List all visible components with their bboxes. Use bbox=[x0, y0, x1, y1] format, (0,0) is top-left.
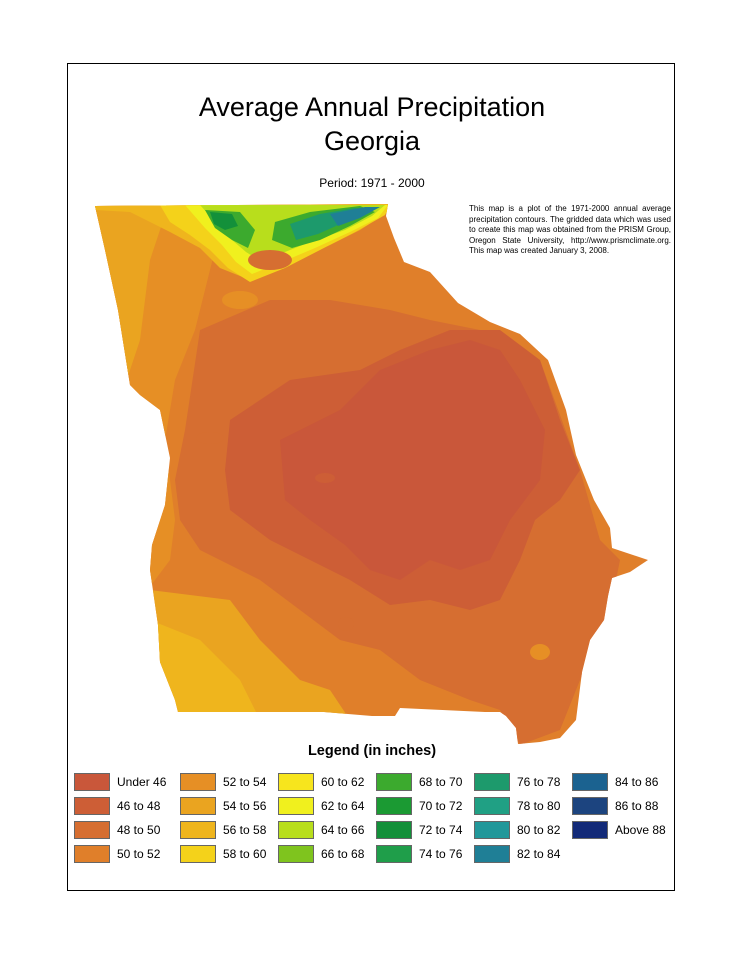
legend-swatch bbox=[278, 845, 314, 863]
legend-swatch bbox=[180, 821, 216, 839]
legend-label: Under 46 bbox=[117, 775, 167, 789]
legend-item: 52 to 54 bbox=[180, 772, 266, 792]
legend-label: 50 to 52 bbox=[117, 847, 161, 861]
legend-swatch bbox=[376, 797, 412, 815]
legend-swatch bbox=[474, 773, 510, 791]
legend-swatch bbox=[180, 797, 216, 815]
zone-56-to-58-southwest bbox=[150, 620, 260, 720]
legend-item: 70 to 72 bbox=[376, 796, 462, 816]
legend-item: 74 to 76 bbox=[376, 844, 462, 864]
legend-swatch bbox=[572, 821, 608, 839]
contour-spot-6 bbox=[338, 617, 354, 631]
legend-label: 82 to 84 bbox=[517, 847, 561, 861]
zone-under-46 bbox=[280, 340, 545, 580]
legend-label: 60 to 62 bbox=[321, 775, 365, 789]
legend-item: 58 to 60 bbox=[180, 844, 266, 864]
title-line-1: Average Annual Precipitation bbox=[198, 92, 546, 122]
legend-label: 72 to 74 bbox=[419, 823, 463, 837]
legend-label: 80 to 82 bbox=[517, 823, 561, 837]
source-note: This map is a plot of the 1971-2000 annu… bbox=[469, 204, 671, 256]
contour-spot-4 bbox=[315, 473, 335, 483]
legend-item: 80 to 82 bbox=[474, 820, 560, 840]
legend-item: 54 to 56 bbox=[180, 796, 266, 816]
legend-label: 46 to 48 bbox=[117, 799, 161, 813]
legend-item: 86 to 88 bbox=[572, 796, 658, 816]
period-label: Period: 1971 - 2000 bbox=[319, 176, 425, 190]
legend-label: 52 to 54 bbox=[223, 775, 267, 789]
legend-label: 62 to 64 bbox=[321, 799, 365, 813]
contour-spot-3 bbox=[196, 432, 224, 444]
legend-swatch bbox=[278, 797, 314, 815]
legend-item: 60 to 62 bbox=[278, 772, 364, 792]
legend-label: 78 to 80 bbox=[517, 799, 561, 813]
legend-label: 86 to 88 bbox=[615, 799, 659, 813]
legend-item: 48 to 50 bbox=[74, 820, 160, 840]
legend-item: 46 to 48 bbox=[74, 796, 160, 816]
legend-title: Legend (in inches) bbox=[307, 743, 437, 759]
legend-swatch bbox=[278, 773, 314, 791]
legend-swatch bbox=[278, 821, 314, 839]
legend-swatch bbox=[572, 773, 608, 791]
legend-label: 66 to 68 bbox=[321, 847, 365, 861]
legend-item: 84 to 86 bbox=[572, 772, 658, 792]
legend-swatch bbox=[180, 845, 216, 863]
legend-label: 64 to 66 bbox=[321, 823, 365, 837]
legend-item: Above 88 bbox=[572, 820, 666, 840]
legend-item: 82 to 84 bbox=[474, 844, 560, 864]
legend-item: 50 to 52 bbox=[74, 844, 160, 864]
legend-item: 68 to 70 bbox=[376, 772, 462, 792]
legend-label: 76 to 78 bbox=[517, 775, 561, 789]
legend-item: Under 46 bbox=[74, 772, 166, 792]
contour-spot-2 bbox=[222, 291, 258, 309]
legend-swatch bbox=[74, 797, 110, 815]
legend-label: Above 88 bbox=[615, 823, 666, 837]
legend-item: 72 to 74 bbox=[376, 820, 462, 840]
legend-swatch bbox=[474, 821, 510, 839]
legend-swatch bbox=[474, 797, 510, 815]
legend-swatch bbox=[74, 845, 110, 863]
legend-swatch bbox=[376, 821, 412, 839]
legend-label: 70 to 72 bbox=[419, 799, 463, 813]
legend-item: 76 to 78 bbox=[474, 772, 560, 792]
contour-spot-5 bbox=[530, 644, 550, 660]
legend-label: 68 to 70 bbox=[419, 775, 463, 789]
legend-swatch bbox=[74, 821, 110, 839]
legend-swatch bbox=[474, 845, 510, 863]
zone-82-to-84 bbox=[330, 207, 380, 226]
legend-swatch bbox=[74, 773, 110, 791]
legend-item: 64 to 66 bbox=[278, 820, 364, 840]
legend-item: 66 to 68 bbox=[278, 844, 364, 864]
legend-label: 58 to 60 bbox=[223, 847, 267, 861]
zone-72-to-74 bbox=[210, 212, 238, 230]
legend-swatch bbox=[376, 773, 412, 791]
legend-swatch bbox=[180, 773, 216, 791]
legend-item: 78 to 80 bbox=[474, 796, 560, 816]
legend-label: 54 to 56 bbox=[223, 799, 267, 813]
legend-swatch bbox=[572, 797, 608, 815]
legend-label: 48 to 50 bbox=[117, 823, 161, 837]
title-line-2: Georgia bbox=[323, 126, 421, 156]
legend-label: 74 to 76 bbox=[419, 847, 463, 861]
legend-item: 56 to 58 bbox=[180, 820, 266, 840]
legend-label: 56 to 58 bbox=[223, 823, 267, 837]
legend-item: 62 to 64 bbox=[278, 796, 364, 816]
legend-label: 84 to 86 bbox=[615, 775, 659, 789]
contour-spot-1 bbox=[248, 250, 292, 270]
map-title: Average Annual Precipitation Georgia bbox=[0, 90, 744, 158]
legend-swatch bbox=[376, 845, 412, 863]
